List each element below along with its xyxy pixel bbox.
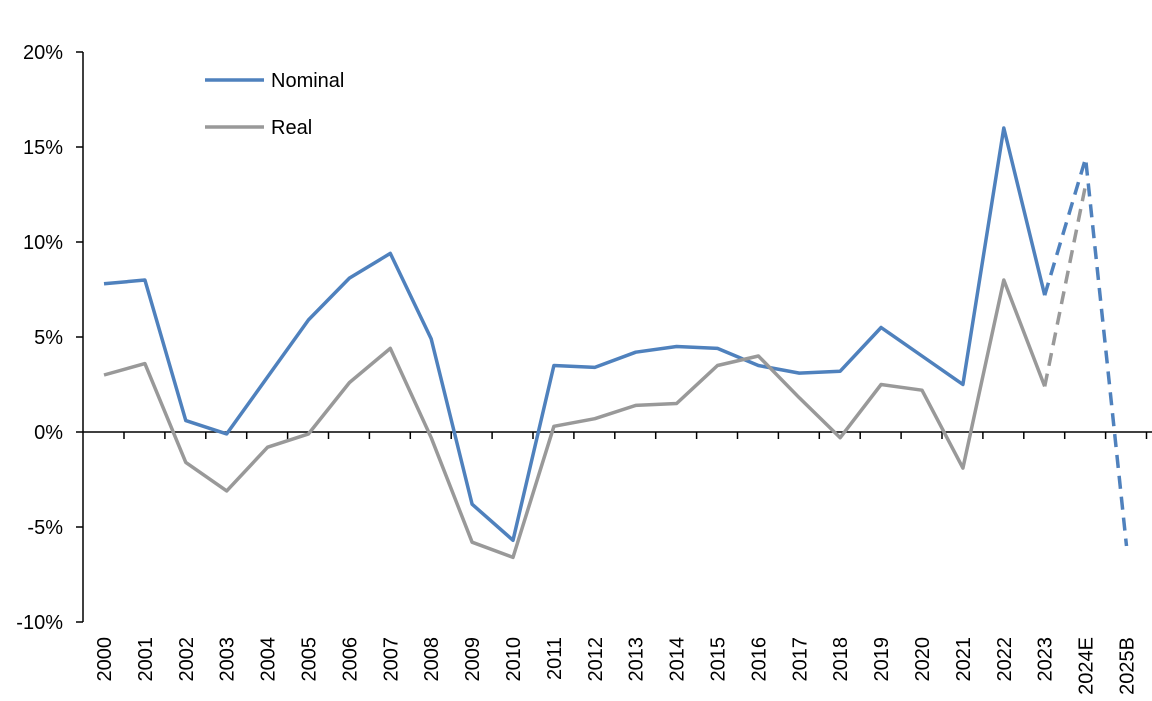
x-tick-label: 2001 (135, 637, 157, 682)
x-tick-label: 2003 (217, 637, 239, 682)
y-tick-label: 5% (34, 327, 63, 349)
legend-label-nominal: Nominal (271, 70, 344, 92)
x-tick-label: 2011 (544, 637, 566, 680)
x-tick-label: 2018 (830, 637, 852, 682)
x-tick-label: 2015 (708, 637, 730, 682)
x-tick-label: 2004 (258, 637, 280, 682)
y-tick-label: 10% (23, 232, 63, 254)
x-tick-label: 2012 (585, 637, 607, 682)
y-tick-label: -10% (16, 612, 63, 634)
x-tick-label: 2021 (953, 637, 975, 682)
y-tick-label: 20% (23, 42, 63, 64)
x-tick-label: 2000 (94, 637, 116, 682)
x-tick-label: 2009 (462, 637, 484, 682)
series-projection-nominal (1043, 157, 1129, 547)
x-tick-label: 2010 (503, 637, 525, 682)
series-layer (103, 126, 1129, 560)
series-projection-real (1042, 184, 1088, 387)
x-tick-label: 2024E (1076, 637, 1098, 695)
x-tick-label: 2019 (871, 637, 893, 682)
x-tick-label: 2007 (380, 637, 402, 682)
series-line-real (103, 278, 1047, 560)
x-tick-label: 2016 (748, 637, 770, 682)
y-tick-label: 15% (23, 137, 63, 159)
x-tick-label: 2025B (1117, 637, 1139, 695)
x-tick-label: 2014 (667, 637, 689, 682)
axes: -10% -5% 0% 5% 10% 15% 20% 2000 2001 2002 2003 2004… (16, 42, 1152, 695)
x-tick-label: 2006 (339, 637, 361, 682)
x-tick-label: 2023 (1035, 637, 1057, 682)
legend-label-real: Real (271, 117, 312, 139)
x-tick-label: 2017 (789, 637, 811, 682)
legend: Nominal Real (205, 70, 344, 139)
x-tick-label: 2013 (626, 637, 648, 682)
x-tick-label: 2008 (421, 637, 443, 682)
x-tick-label: 2022 (994, 637, 1016, 682)
y-tick-label: 0% (34, 422, 63, 444)
x-tick-label: 2002 (176, 637, 198, 682)
series-line-nominal (103, 126, 1047, 543)
y-tick-label: -5% (27, 517, 63, 539)
x-tick-label: 2020 (912, 637, 934, 682)
x-tick-label: 2005 (299, 637, 321, 682)
